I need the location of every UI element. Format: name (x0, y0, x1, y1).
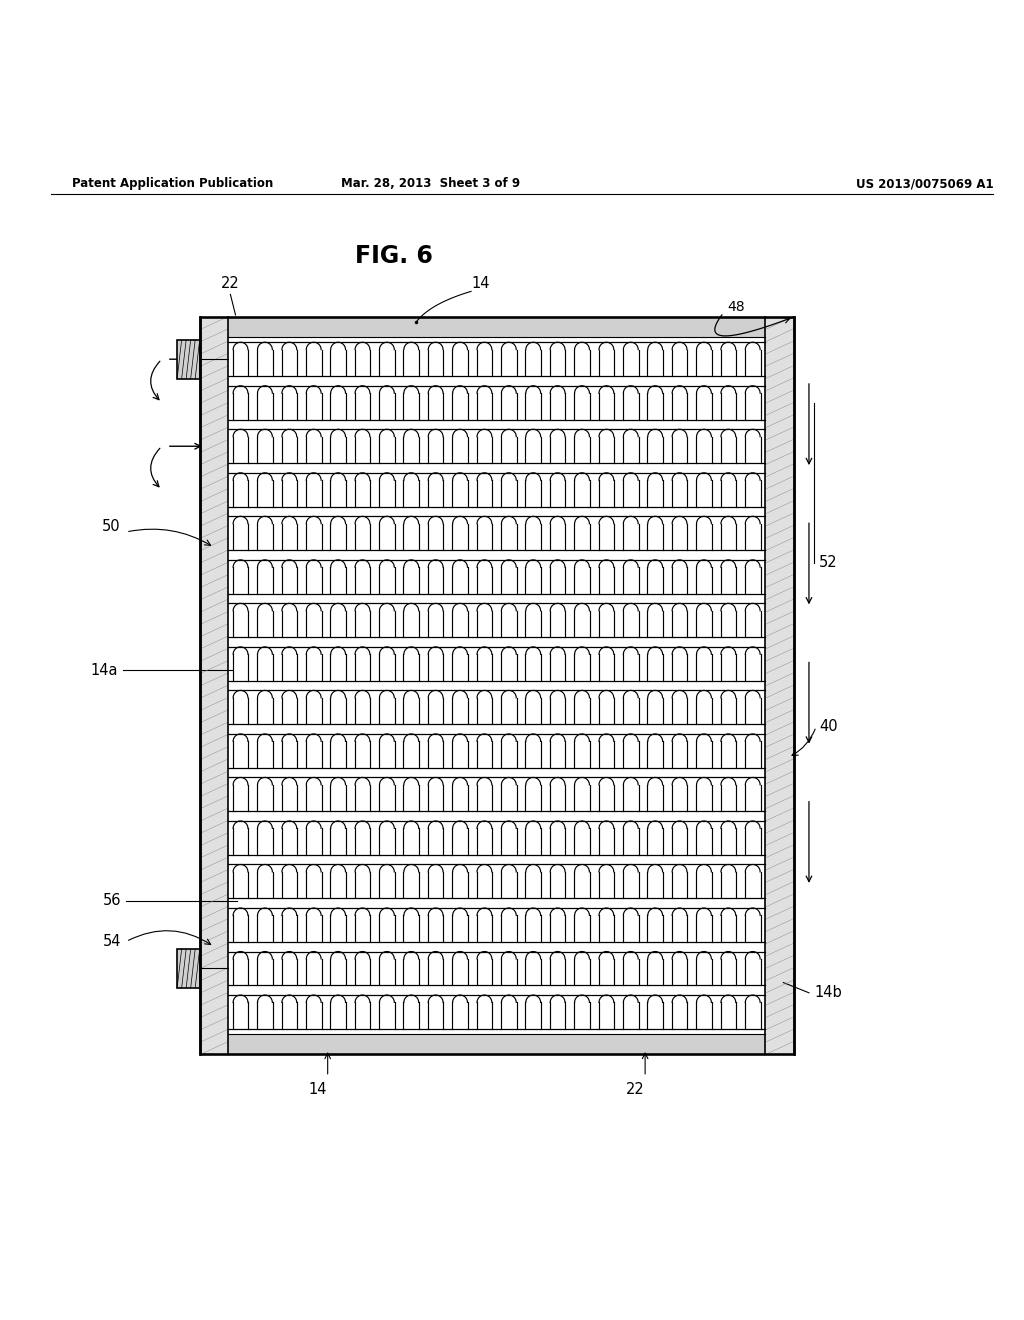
Text: Patent Application Publication: Patent Application Publication (72, 177, 273, 190)
Text: 14a: 14a (90, 663, 118, 677)
Text: 52: 52 (819, 556, 838, 570)
Bar (228, 338, 765, 1034)
Text: 22: 22 (221, 276, 240, 292)
Text: 48: 48 (727, 300, 744, 314)
Bar (177, 949, 200, 987)
Text: Mar. 28, 2013  Sheet 3 of 9: Mar. 28, 2013 Sheet 3 of 9 (341, 177, 519, 190)
Text: FIG. 6: FIG. 6 (355, 243, 433, 268)
Bar (228, 1034, 765, 1055)
Text: 22: 22 (626, 1082, 644, 1097)
Text: 14b: 14b (814, 985, 842, 1001)
Bar (228, 317, 765, 338)
Bar (177, 339, 200, 379)
Text: 50: 50 (102, 519, 121, 535)
Text: 56: 56 (102, 894, 121, 908)
Text: US 2013/0075069 A1: US 2013/0075069 A1 (856, 177, 993, 190)
Text: 14: 14 (471, 276, 489, 292)
Text: 54: 54 (102, 935, 121, 949)
Bar (200, 317, 228, 1055)
Bar (200, 317, 794, 1055)
Text: 14: 14 (308, 1082, 327, 1097)
Text: 40: 40 (819, 719, 838, 734)
Bar (765, 317, 794, 1055)
